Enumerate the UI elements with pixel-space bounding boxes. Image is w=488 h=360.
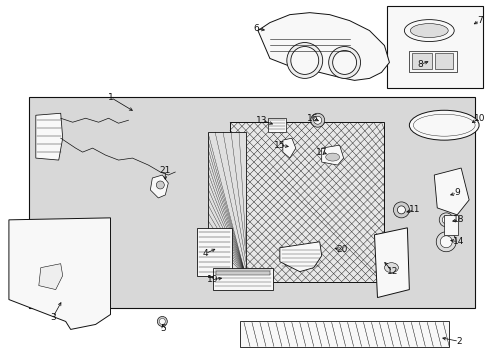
Bar (434, 54, 452, 69)
Bar (386, 6, 482, 88)
Circle shape (435, 232, 455, 252)
Text: 1: 1 (107, 93, 113, 102)
Text: 11: 11 (408, 206, 419, 215)
Text: 8: 8 (417, 60, 422, 69)
Text: 21: 21 (159, 166, 171, 175)
Circle shape (332, 50, 356, 75)
Polygon shape (150, 175, 168, 198)
Polygon shape (433, 168, 468, 215)
Circle shape (441, 216, 449, 224)
Ellipse shape (412, 114, 474, 136)
Circle shape (393, 202, 408, 218)
Bar (208, 132, 245, 276)
Polygon shape (374, 228, 408, 298)
Text: 19: 19 (207, 275, 219, 284)
Polygon shape (39, 264, 62, 289)
Circle shape (156, 181, 164, 189)
Bar (267, 118, 285, 132)
Text: 12: 12 (386, 267, 397, 276)
Ellipse shape (409, 24, 447, 37)
Text: 4: 4 (202, 249, 207, 258)
Polygon shape (258, 13, 388, 80)
Ellipse shape (404, 20, 453, 41)
Ellipse shape (408, 110, 478, 140)
Circle shape (286, 42, 322, 78)
Bar (229, 122, 384, 282)
Text: 5: 5 (160, 324, 166, 333)
Bar (411, 54, 431, 69)
Bar (216, 271, 269, 275)
Text: 7: 7 (476, 16, 482, 25)
Polygon shape (321, 145, 343, 165)
Polygon shape (9, 218, 110, 329)
Text: 18: 18 (452, 215, 464, 224)
Circle shape (439, 236, 451, 248)
Circle shape (290, 46, 318, 75)
Bar (197, 228, 232, 276)
Text: 15: 15 (274, 141, 285, 150)
Text: 10: 10 (473, 114, 485, 123)
Bar (443, 215, 457, 235)
Circle shape (438, 213, 452, 227)
Text: 17: 17 (315, 148, 327, 157)
Bar (213, 268, 272, 289)
Polygon shape (282, 138, 295, 158)
Text: 3: 3 (50, 313, 56, 322)
Circle shape (397, 206, 405, 214)
Ellipse shape (384, 263, 398, 273)
Bar (240, 321, 448, 347)
Text: 16: 16 (306, 114, 318, 123)
Text: 14: 14 (451, 237, 463, 246)
Circle shape (157, 316, 167, 327)
Text: 20: 20 (335, 245, 346, 254)
Polygon shape (279, 242, 321, 272)
Text: 9: 9 (453, 188, 459, 197)
Bar (408, 50, 456, 72)
Bar (29, 97, 474, 307)
Circle shape (159, 319, 165, 324)
Circle shape (328, 46, 360, 78)
Text: 2: 2 (455, 337, 461, 346)
Text: 6: 6 (253, 24, 258, 33)
Polygon shape (36, 113, 62, 160)
Text: 13: 13 (256, 116, 267, 125)
Circle shape (313, 116, 321, 124)
Circle shape (310, 113, 324, 127)
Ellipse shape (325, 153, 339, 161)
